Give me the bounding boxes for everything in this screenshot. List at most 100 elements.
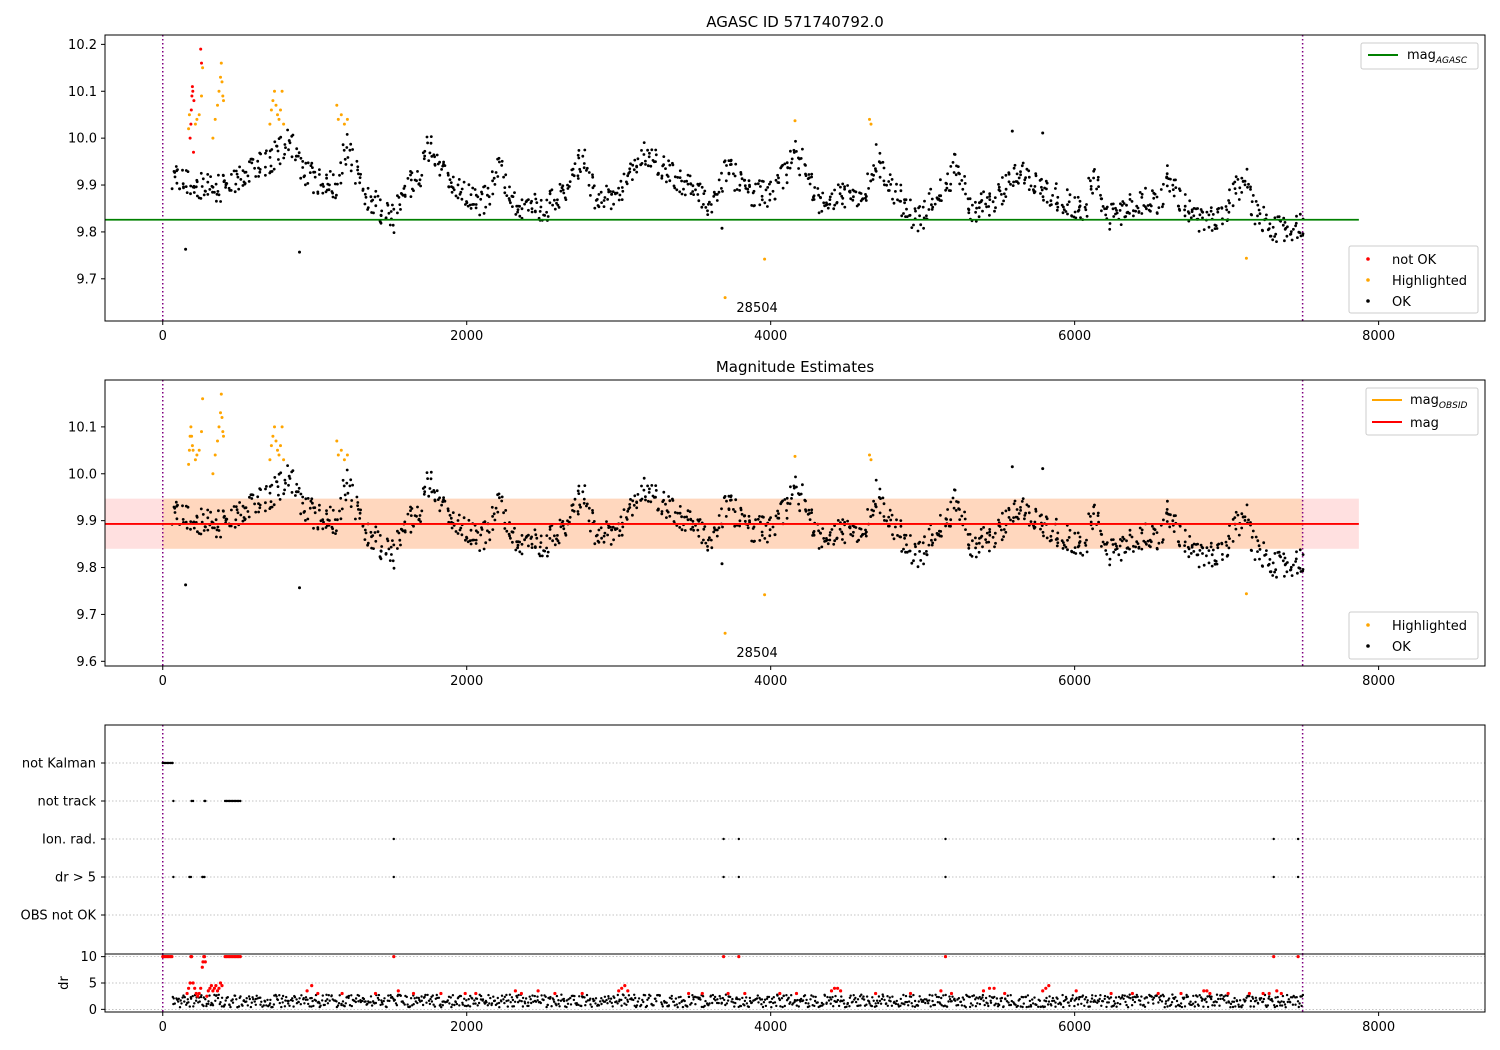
dr-point bbox=[707, 1004, 710, 1007]
ok-point bbox=[843, 520, 846, 524]
ok-point bbox=[678, 526, 682, 529]
dr-point bbox=[814, 995, 817, 999]
dr-highlight-point bbox=[939, 989, 943, 993]
dr-point bbox=[780, 997, 784, 1000]
dr-point bbox=[867, 1000, 871, 1003]
dr-point bbox=[1273, 1004, 1276, 1007]
ok-point bbox=[733, 524, 737, 528]
dr-point bbox=[1091, 994, 1094, 997]
ok-point bbox=[1213, 223, 1217, 227]
dr-point bbox=[1114, 996, 1118, 999]
ok-point bbox=[899, 524, 903, 528]
ok-point bbox=[733, 174, 737, 178]
ok-point bbox=[484, 541, 488, 545]
dr-point bbox=[280, 1005, 283, 1009]
ok-point bbox=[789, 149, 792, 153]
ok-point bbox=[1089, 515, 1092, 518]
dr-point bbox=[1113, 1002, 1117, 1005]
dr-point bbox=[187, 1001, 190, 1004]
ok-point bbox=[571, 509, 574, 512]
ok-point bbox=[721, 525, 724, 529]
dr-point bbox=[942, 994, 945, 997]
dr-point bbox=[1183, 996, 1186, 999]
ok-point bbox=[954, 173, 958, 177]
dr-point bbox=[1024, 995, 1028, 999]
ok-point bbox=[447, 520, 451, 524]
ok-point bbox=[709, 203, 713, 206]
ok-point bbox=[949, 182, 953, 186]
dr-point bbox=[1119, 1002, 1122, 1006]
ok-point bbox=[366, 541, 370, 545]
dr-highlight-point bbox=[836, 986, 840, 990]
ok-point bbox=[997, 185, 1001, 189]
ok-point bbox=[688, 510, 692, 513]
dr-point bbox=[594, 1002, 597, 1005]
ok-point bbox=[975, 206, 978, 210]
ok-point bbox=[1033, 520, 1037, 524]
ok-point bbox=[299, 156, 303, 160]
flag-point bbox=[722, 837, 725, 841]
ok-point bbox=[1099, 193, 1102, 197]
ok-point bbox=[1161, 538, 1165, 542]
ok-point bbox=[720, 226, 724, 230]
ok-point bbox=[870, 508, 874, 512]
ok-point bbox=[324, 526, 328, 529]
p1-xtick-label: 6000 bbox=[1058, 329, 1091, 344]
ok-point bbox=[181, 168, 184, 172]
ok-point bbox=[664, 167, 667, 171]
ok-point bbox=[912, 559, 915, 563]
ok-point bbox=[1045, 187, 1048, 191]
ok-point bbox=[1062, 543, 1066, 547]
ok-point bbox=[246, 510, 250, 513]
ok-point bbox=[397, 196, 401, 199]
ok-point bbox=[628, 503, 632, 506]
ok-point bbox=[1257, 544, 1261, 548]
dr-point bbox=[1160, 1000, 1164, 1003]
ok-point bbox=[930, 197, 934, 201]
ok-point bbox=[548, 201, 552, 205]
ok-point bbox=[1077, 544, 1081, 548]
ok-point bbox=[392, 231, 396, 235]
ok-point bbox=[299, 512, 303, 516]
ok-point bbox=[1265, 549, 1268, 552]
ok-point bbox=[306, 182, 310, 185]
ok-point bbox=[1111, 207, 1115, 211]
dr-point bbox=[1229, 1002, 1233, 1006]
ok-point bbox=[248, 160, 251, 164]
ok-point bbox=[283, 152, 286, 156]
ok-point bbox=[708, 200, 711, 204]
ok-point bbox=[556, 539, 560, 543]
dr-point bbox=[1194, 1000, 1197, 1004]
ok-point bbox=[543, 549, 547, 553]
not-ok-point bbox=[192, 150, 195, 154]
ok-point bbox=[964, 192, 967, 196]
ok-point bbox=[1114, 542, 1117, 546]
ok-point bbox=[273, 476, 277, 479]
ok-point bbox=[1165, 508, 1169, 511]
ok-point bbox=[774, 178, 778, 182]
dr-point bbox=[928, 999, 931, 1002]
dr-point bbox=[336, 1004, 340, 1007]
ok-point bbox=[783, 498, 787, 501]
dr-point bbox=[1033, 996, 1036, 999]
ok-point bbox=[691, 184, 695, 188]
dr-point bbox=[1083, 1004, 1086, 1007]
ok-point bbox=[491, 179, 494, 183]
dr-highlight-point bbox=[1247, 991, 1251, 996]
ok-point bbox=[825, 538, 829, 542]
dr-point bbox=[620, 998, 623, 1002]
highlighted-point bbox=[216, 103, 219, 107]
ok-point bbox=[1089, 179, 1092, 183]
panel-agasc-legend-bottom: not OK Highlighted OK bbox=[1348, 245, 1479, 314]
highlighted-point bbox=[187, 127, 191, 131]
dr-point bbox=[569, 996, 572, 1000]
ok-point bbox=[696, 518, 700, 522]
dr-point bbox=[266, 998, 269, 1002]
ok-point bbox=[348, 148, 352, 152]
ok-point bbox=[379, 557, 383, 561]
ok-point bbox=[817, 547, 821, 550]
dr-highlight-point bbox=[943, 955, 948, 959]
dr-point bbox=[326, 998, 329, 1001]
dr-point bbox=[475, 997, 479, 1000]
ok-point bbox=[527, 208, 530, 212]
